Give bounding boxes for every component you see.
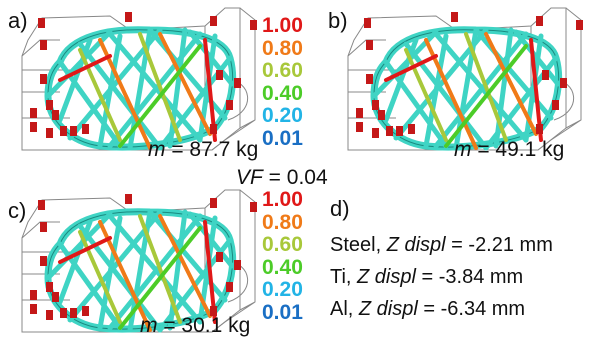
panel-c: c) m = 30.1 kg xyxy=(0,172,270,342)
displ-symbol: Z displ xyxy=(386,234,446,256)
panel-d-label: d) xyxy=(330,196,350,221)
lattice-render-a xyxy=(21,7,257,151)
legend-value: 1.00 xyxy=(262,188,303,211)
mass-symbol: m xyxy=(140,314,158,337)
displacement-row-steel: Steel, Z displ = -2.21 mm xyxy=(330,234,553,257)
vf-value: = 0.04 xyxy=(262,166,328,189)
material-name: Al, xyxy=(330,298,359,320)
mass-symbol: m xyxy=(454,138,472,161)
legend-value: 0.40 xyxy=(262,81,303,105)
displacement-row-al: Al, Z displ = -6.34 mm xyxy=(330,298,525,321)
legend-value: 0.20 xyxy=(262,278,303,302)
material-name: Ti, xyxy=(330,266,358,288)
legend-value: 0.20 xyxy=(262,104,303,128)
legend-value: 0.01 xyxy=(262,300,303,324)
color-legend-bottom: 1.00 0.80 0.60 0.40 0.20 0.01 xyxy=(262,188,303,325)
volume-fraction: VF = 0.04 xyxy=(236,166,328,190)
panel-a-mass: m = 87.7 kg xyxy=(148,138,258,162)
color-legend-top: 1.00 0.80 0.60 0.40 0.20 0.01 xyxy=(262,14,303,151)
legend-value: 0.80 xyxy=(262,210,303,234)
legend-value: 1.00 xyxy=(262,14,303,37)
mass-value: = 30.1 kg xyxy=(157,314,251,337)
mass-value: = 49.1 kg xyxy=(471,138,565,161)
legend-value: 0.60 xyxy=(262,59,303,83)
panel-b: b) m = 49.1 kg xyxy=(318,0,606,168)
displ-value: = -3.84 mm xyxy=(415,266,524,288)
displ-value: = -2.21 mm xyxy=(445,234,553,256)
panel-c-mass: m = 30.1 kg xyxy=(140,314,250,338)
legend-value: 0.40 xyxy=(262,255,303,279)
lattice-render-c xyxy=(21,189,257,333)
panel-c-label: c) xyxy=(8,198,27,223)
panel-a: a) m = 87.7 kg xyxy=(0,0,270,168)
mass-symbol: m xyxy=(148,138,166,161)
legend-value: 0.80 xyxy=(262,36,303,60)
panel-a-label: a) xyxy=(8,8,28,33)
displ-symbol: Z displ xyxy=(358,298,418,320)
legend-value: 0.60 xyxy=(262,233,303,257)
panel-d: d) Steel, Z displ = -2.21 mm Ti, Z displ… xyxy=(330,196,606,342)
material-name: Steel, xyxy=(330,234,387,256)
mass-value: = 87.7 kg xyxy=(165,138,259,161)
panel-b-label: b) xyxy=(328,8,348,33)
lattice-render-b xyxy=(347,7,583,151)
displ-symbol: Z displ xyxy=(357,266,416,288)
vf-symbol: VF xyxy=(236,166,263,189)
displacement-row-ti: Ti, Z displ = -3.84 mm xyxy=(330,266,523,289)
panel-b-mass: m = 49.1 kg xyxy=(454,138,564,162)
legend-value: 0.01 xyxy=(262,126,303,150)
displ-value: = -6.34 mm xyxy=(417,298,526,320)
